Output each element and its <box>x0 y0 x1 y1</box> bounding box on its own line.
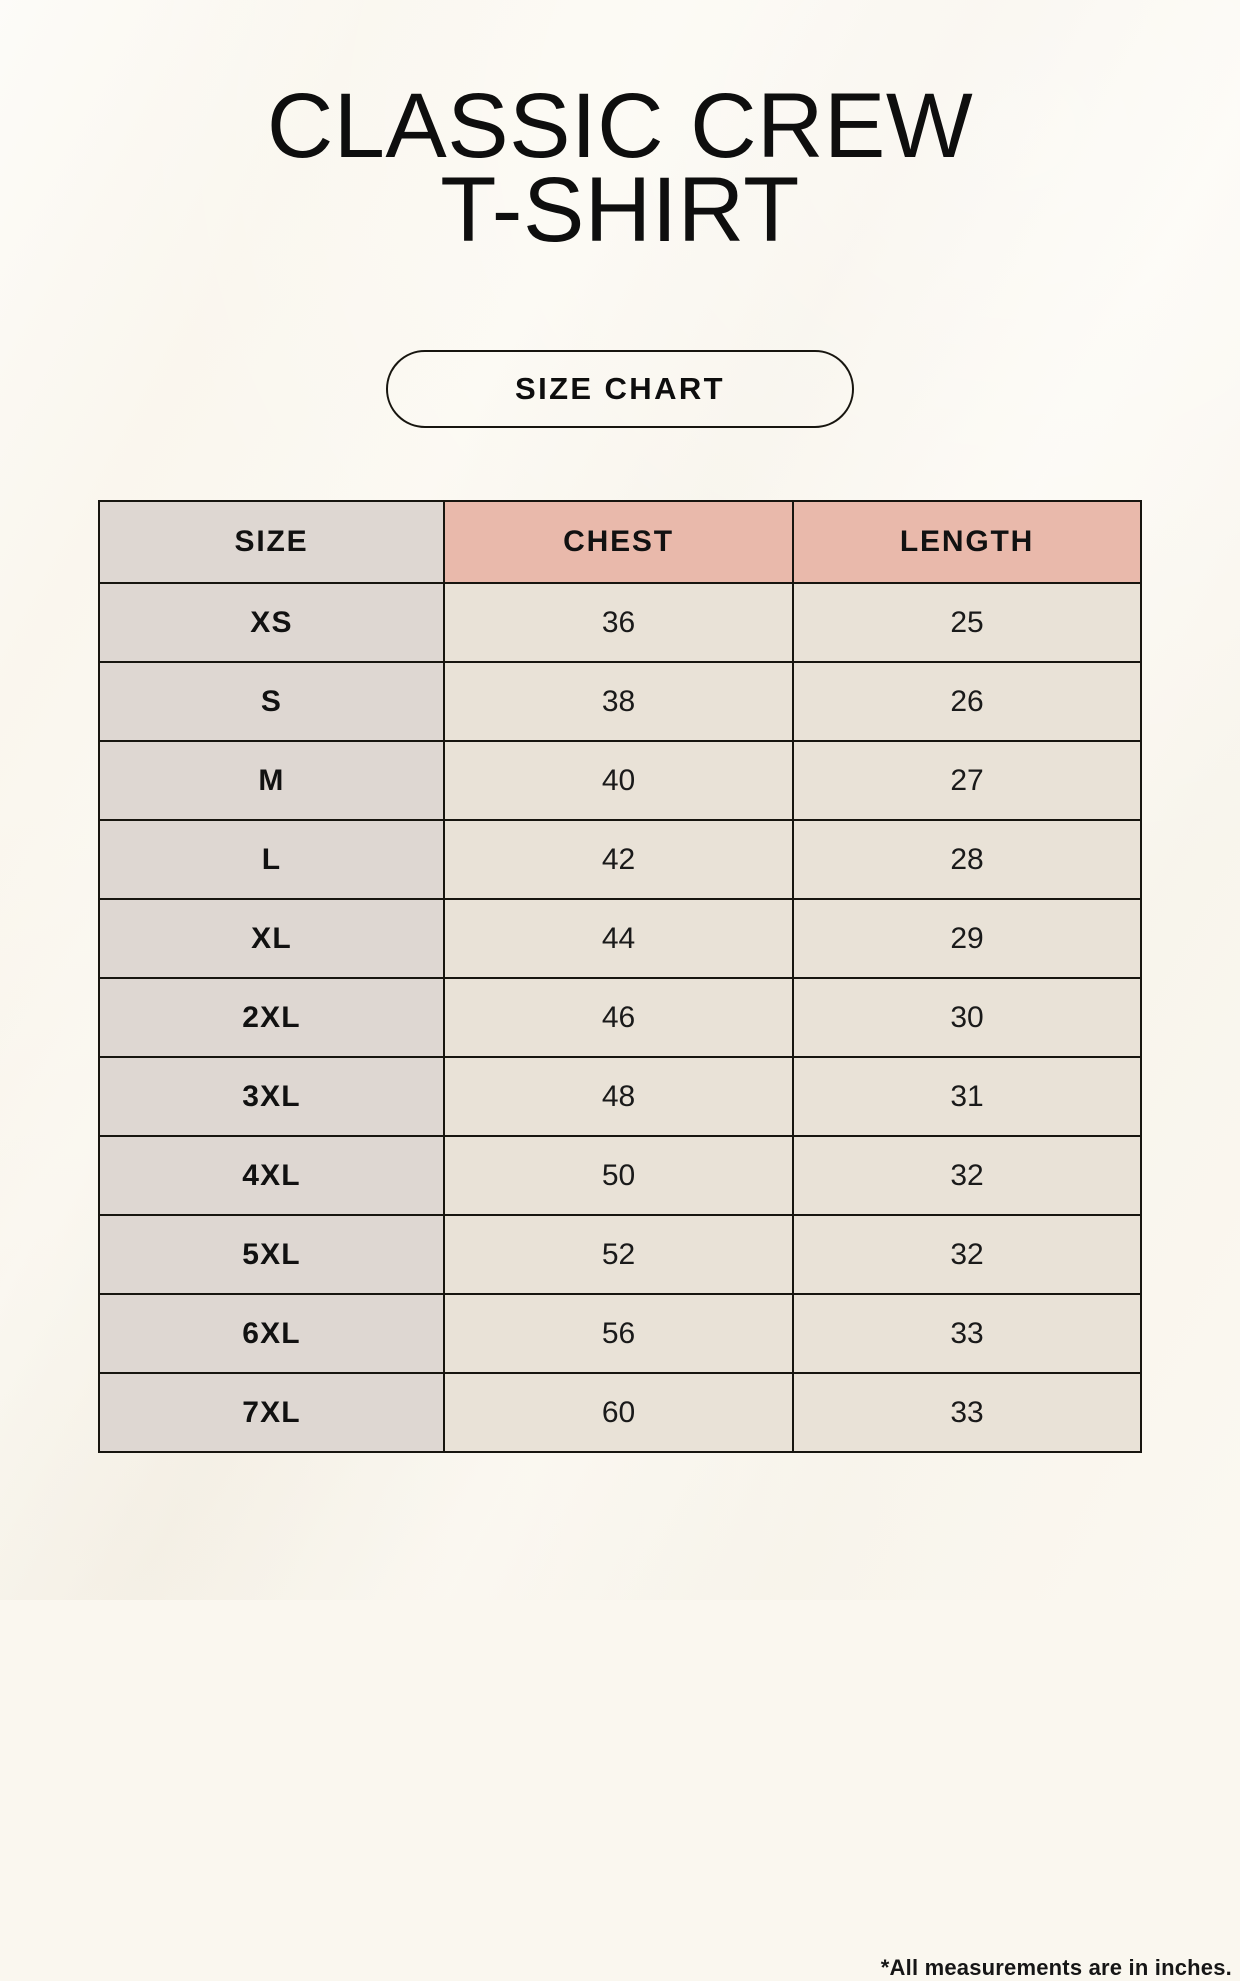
table-row: M 40 27 <box>98 740 1142 821</box>
table-row: XS 36 25 <box>98 582 1142 663</box>
cell-length: 31 <box>792 1056 1142 1137</box>
cell-size: M <box>98 740 445 821</box>
table-row: 6XL 56 33 <box>98 1293 1142 1374</box>
cell-chest: 42 <box>443 819 794 900</box>
table-row: 3XL 48 31 <box>98 1056 1142 1137</box>
cell-length: 27 <box>792 740 1142 821</box>
table-row: XL 44 29 <box>98 898 1142 979</box>
table-row: 4XL 50 32 <box>98 1135 1142 1216</box>
table-row: L 42 28 <box>98 819 1142 900</box>
cell-size: L <box>98 819 445 900</box>
cell-size: 2XL <box>98 977 445 1058</box>
page-title: CLASSIC CREW T-SHIRT <box>266 75 974 261</box>
cell-size: 4XL <box>98 1135 445 1216</box>
cell-size: 6XL <box>98 1293 445 1374</box>
table-row: 7XL 60 33 <box>98 1372 1142 1453</box>
cell-chest: 46 <box>443 977 794 1058</box>
cell-length: 30 <box>792 977 1142 1058</box>
cell-chest: 36 <box>443 582 794 663</box>
size-chart-badge: SIZE CHART <box>386 350 854 428</box>
cell-chest: 38 <box>443 661 794 742</box>
header-row: SIZE CHEST LENGTH <box>98 500 1142 584</box>
cell-chest: 48 <box>443 1056 794 1137</box>
column-header-chest: CHEST <box>443 500 794 584</box>
cell-size: 7XL <box>98 1372 445 1453</box>
size-table-container: SIZE CHEST LENGTH XS 36 25 S 38 26 M <box>98 500 1232 1980</box>
cell-length: 28 <box>792 819 1142 900</box>
cell-size: 5XL <box>98 1214 445 1295</box>
cell-size: XL <box>98 898 445 979</box>
cell-length: 29 <box>792 898 1142 979</box>
cell-chest: 44 <box>443 898 794 979</box>
table-row: 2XL 46 30 <box>98 977 1142 1058</box>
measurement-footnote: *All measurements are in inches. <box>880 1955 1232 1980</box>
cell-length: 25 <box>792 582 1142 663</box>
cell-chest: 52 <box>443 1214 794 1295</box>
cell-length: 32 <box>792 1135 1142 1216</box>
cell-size: XS <box>98 582 445 663</box>
table-row: S 38 26 <box>98 661 1142 742</box>
cell-chest: 60 <box>443 1372 794 1453</box>
column-header-length: LENGTH <box>792 500 1142 584</box>
table-header: SIZE CHEST LENGTH <box>98 500 1142 584</box>
cell-length: 26 <box>792 661 1142 742</box>
size-table: SIZE CHEST LENGTH XS 36 25 S 38 26 M <box>98 500 1142 1453</box>
table-row: 5XL 52 32 <box>98 1214 1142 1295</box>
cell-length: 33 <box>792 1372 1142 1453</box>
cell-size: 3XL <box>98 1056 445 1137</box>
cell-chest: 50 <box>443 1135 794 1216</box>
column-header-size: SIZE <box>98 500 445 584</box>
cell-length: 33 <box>792 1293 1142 1374</box>
cell-chest: 40 <box>443 740 794 821</box>
badge-container: SIZE CHART <box>0 350 1240 428</box>
cell-size: S <box>98 661 445 742</box>
cell-length: 32 <box>792 1214 1142 1295</box>
cell-chest: 56 <box>443 1293 794 1374</box>
table-body: XS 36 25 S 38 26 M 40 27 L 42 28 <box>98 582 1142 1453</box>
